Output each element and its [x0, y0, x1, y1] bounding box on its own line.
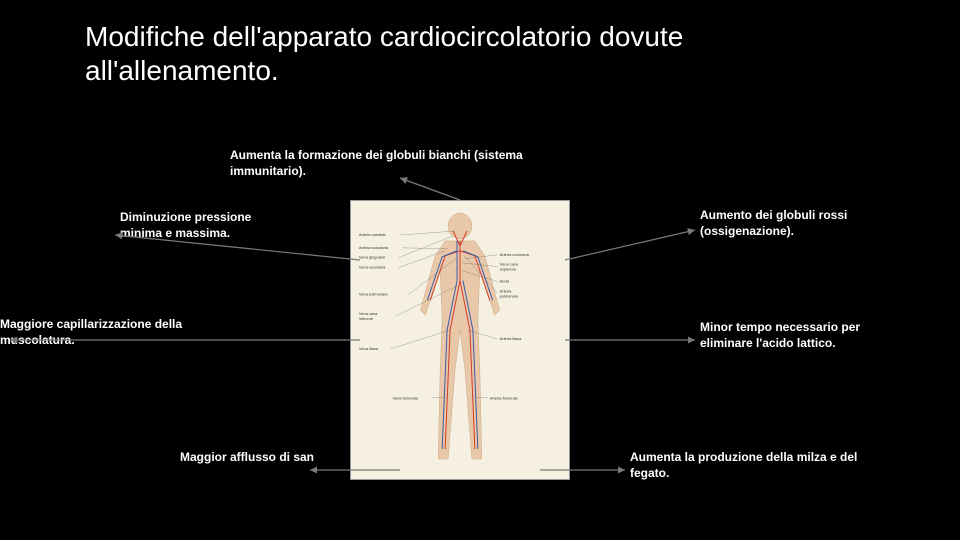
label-bottom-right: Aumenta la produzione della milza e del … [630, 450, 880, 481]
svg-text:Vena succlavia: Vena succlavia [359, 265, 386, 270]
svg-text:polmonare: polmonare [500, 293, 519, 298]
svg-text:superiore: superiore [500, 267, 517, 272]
svg-text:Vena polmonare: Vena polmonare [359, 291, 389, 296]
svg-text:Arteria carotide: Arteria carotide [359, 232, 387, 237]
label-left-lower: Maggiore capillarizzazione della muscola… [0, 317, 200, 348]
svg-text:inferiore: inferiore [359, 316, 374, 321]
svg-text:Arteria coronaria: Arteria coronaria [500, 252, 530, 257]
svg-text:Vena giugulare: Vena giugulare [359, 255, 386, 260]
label-bottom-left: Maggior afflusso di san [180, 450, 430, 466]
svg-text:Vena femorale: Vena femorale [393, 395, 419, 400]
label-right-upper: Aumento dei globuli rossi (ossigenazione… [700, 208, 920, 239]
label-top-center: Aumenta la formazione dei globuli bianch… [230, 148, 570, 179]
svg-text:Arteria iliaca: Arteria iliaca [500, 336, 523, 341]
svg-text:Arteria succlavia: Arteria succlavia [359, 245, 389, 250]
label-right-lower: Minor tempo necessario per eliminare l'a… [700, 320, 900, 351]
svg-text:Vena iliaca: Vena iliaca [359, 346, 379, 351]
label-left-upper: Diminuzione pressione minima e massima. [120, 210, 270, 241]
slide-title: Modifiche dell'apparato cardiocircolator… [85, 20, 865, 87]
svg-text:Arteria femorale: Arteria femorale [490, 395, 519, 400]
anatomy-diagram: Arteria carotide Arteria succlavia Vena … [350, 200, 570, 480]
svg-text:Aorta: Aorta [500, 279, 510, 284]
